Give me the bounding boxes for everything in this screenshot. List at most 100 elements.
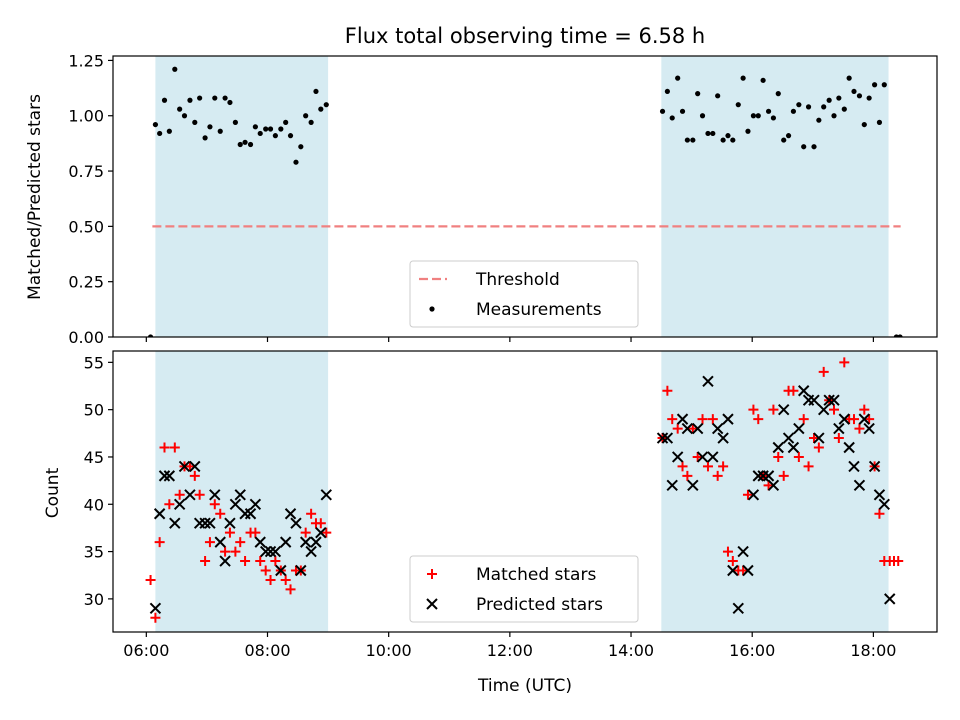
- measurement-point: [181, 113, 188, 119]
- matched-stars-point: [813, 442, 824, 453]
- predicted-stars-point: [691, 422, 704, 435]
- predicted-stars-point: [884, 593, 896, 605]
- predicted-stars-point: [199, 517, 211, 529]
- matched-stars-point: [839, 357, 850, 368]
- top-panel: 0.00 0.25 0.50 0.75 1.00 1.25 Threshold Measure…: [68, 51, 938, 347]
- top-y-tick-label: 0.25: [68, 273, 104, 292]
- matched-stars-point: [748, 404, 759, 415]
- measurement-point: [177, 106, 183, 112]
- matched-stars-point: [672, 423, 683, 434]
- predicted-stars-point: [863, 422, 875, 435]
- matched-stars-point: [224, 527, 235, 538]
- matched-stars-point: [240, 556, 251, 567]
- bottom-observing-span-1: [661, 351, 889, 632]
- matched-stars-point: [702, 461, 713, 472]
- bottom-axes-frame: [112, 350, 938, 633]
- matched-stars-point: [265, 574, 276, 585]
- measurement-point: [222, 95, 228, 101]
- predicted-stars-point: [782, 432, 795, 444]
- predicted-stars-point: [310, 536, 322, 548]
- matched-stars-point: [220, 546, 231, 557]
- predicted-stars-point: [838, 413, 851, 425]
- matched-stars-point: [189, 470, 200, 481]
- bottom-y-tick-label: 40: [84, 495, 104, 514]
- top-y-tick-label: 1.25: [68, 51, 104, 70]
- measurement-point: [715, 93, 721, 99]
- predicted-stars-point: [681, 422, 694, 435]
- matched-stars-point: [145, 574, 156, 585]
- measurement-point: [695, 91, 701, 97]
- measurement-point: [287, 133, 294, 139]
- matched-stars-point: [727, 556, 738, 567]
- predicted-stars-point: [178, 460, 191, 473]
- measurement-point: [770, 115, 777, 121]
- predicted-stars-point: [722, 413, 734, 425]
- predicted-stars-point: [284, 508, 297, 520]
- matched-stars-point: [159, 442, 170, 453]
- top-legend-label: Measurements: [476, 300, 602, 320]
- predicted-stars-point: [320, 489, 332, 501]
- bottom-observing-span-0: [155, 351, 329, 632]
- predicted-stars-point: [315, 526, 327, 539]
- measurement-point: [684, 137, 690, 143]
- predicted-stars-point: [666, 479, 678, 492]
- measurement-point: [801, 144, 807, 150]
- bottom-x-tick-label: 14:00: [608, 641, 654, 660]
- bottom-panel: 30 35 40 45 50 55 06:00 08:00 10:00 12:00 14:00 16:…: [84, 350, 938, 660]
- predicted-stars-point: [858, 413, 871, 425]
- predicted-stars-point: [767, 479, 780, 492]
- bottom-x-tick-label: 06:00: [123, 641, 169, 660]
- measurement-point: [710, 130, 716, 137]
- matched-stars-point: [300, 527, 311, 538]
- matched-stars-point: [662, 385, 673, 396]
- measurement-point: [166, 128, 172, 134]
- measurement-point: [313, 88, 319, 95]
- predicted-stars-point: [702, 375, 714, 387]
- measurement-point: [267, 126, 274, 132]
- matched-stars-point: [854, 423, 865, 434]
- predicted-stars-point: [305, 545, 317, 558]
- matched-stars-point: [215, 508, 226, 519]
- top-legend-label: Threshold: [475, 270, 560, 290]
- measurement-point: [856, 93, 863, 99]
- matched-stars-point: [677, 461, 688, 472]
- matched-stars-point: [235, 537, 246, 548]
- measurement-point: [735, 102, 741, 108]
- bottom-y-tick-label: 50: [84, 401, 104, 420]
- measurement-point: [690, 137, 696, 143]
- measurement-point: [192, 119, 198, 125]
- matched-stars-point: [204, 537, 215, 548]
- predicted-stars-point: [707, 451, 719, 463]
- measurement-point: [298, 144, 304, 150]
- measurement-point: [303, 113, 309, 119]
- measurement-point: [257, 130, 263, 137]
- measurement-point: [157, 130, 163, 137]
- matched-stars-point: [718, 461, 729, 472]
- measurement-point: [247, 141, 254, 148]
- measurement-point: [679, 108, 686, 114]
- top-legend: Threshold Measurements: [409, 260, 639, 328]
- matched-stars-point: [280, 574, 291, 585]
- measurement-point: [207, 124, 213, 130]
- predicted-stars-point: [737, 545, 749, 558]
- matched-stars-point: [742, 489, 753, 500]
- matched-stars-point: [864, 414, 875, 425]
- top-observing-span-1: [661, 56, 889, 337]
- matched-stars-point: [893, 556, 904, 567]
- measurement-point: [227, 99, 233, 106]
- matched-stars-point: [321, 527, 332, 538]
- predicted-stars-point: [269, 545, 282, 558]
- predicted-stars-point: [732, 602, 744, 615]
- predicted-stars-point: [209, 489, 221, 501]
- measurement-point: [669, 115, 675, 121]
- top-y-axis-label: Matched/Predicted stars: [25, 94, 45, 300]
- predicted-stars-point: [717, 432, 729, 444]
- matched-stars-point: [200, 556, 211, 567]
- matched-stars-point: [818, 366, 829, 377]
- bottom-x-tick-label: 08:00: [244, 641, 290, 660]
- matched-stars-point: [753, 414, 764, 425]
- matched-stars-point: [707, 414, 718, 425]
- measurement-point: [318, 106, 324, 112]
- predicted-stars-point: [290, 517, 302, 529]
